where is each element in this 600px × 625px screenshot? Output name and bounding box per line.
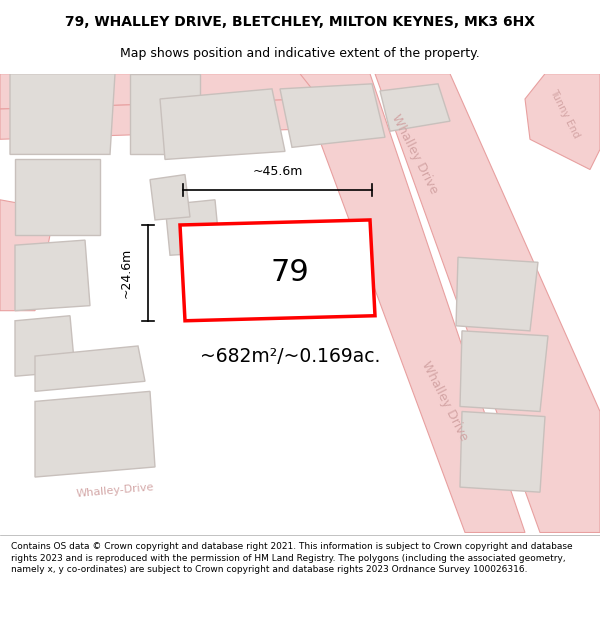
Text: 79, WHALLEY DRIVE, BLETCHLEY, MILTON KEYNES, MK3 6HX: 79, WHALLEY DRIVE, BLETCHLEY, MILTON KEY… [65,15,535,29]
Polygon shape [15,316,75,376]
Polygon shape [460,331,548,411]
Polygon shape [15,159,100,235]
Polygon shape [460,411,545,492]
Text: Whalley Drive: Whalley Drive [419,359,470,443]
Polygon shape [280,84,385,148]
Polygon shape [35,391,155,477]
Polygon shape [380,84,450,131]
Polygon shape [295,74,525,532]
Text: Contains OS data © Crown copyright and database right 2021. This information is : Contains OS data © Crown copyright and d… [11,542,572,574]
Polygon shape [180,220,375,321]
Polygon shape [35,346,145,391]
Text: Map shows position and indicative extent of the property.: Map shows position and indicative extent… [120,47,480,59]
Text: ~682m²/~0.169ac.: ~682m²/~0.169ac. [200,346,380,366]
Polygon shape [165,200,220,255]
Polygon shape [160,89,285,159]
Polygon shape [0,74,320,109]
Text: ~24.6m: ~24.6m [119,248,133,298]
Text: Whalley-Drive: Whalley-Drive [76,482,154,499]
Polygon shape [130,74,200,154]
Polygon shape [375,74,600,532]
Text: ~45.6m: ~45.6m [253,165,302,178]
Text: Whalley Drive: Whalley Drive [389,112,440,196]
Polygon shape [10,74,115,154]
Polygon shape [456,258,538,331]
Polygon shape [15,240,90,311]
Polygon shape [150,174,190,220]
Polygon shape [525,74,600,169]
Text: 79: 79 [271,258,310,287]
Polygon shape [0,200,55,311]
Polygon shape [0,99,310,139]
Text: Tunny End: Tunny End [548,88,581,140]
